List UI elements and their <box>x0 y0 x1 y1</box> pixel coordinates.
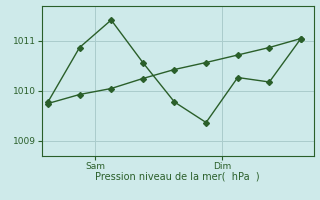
X-axis label: Pression niveau de la mer(  hPa  ): Pression niveau de la mer( hPa ) <box>95 172 260 182</box>
